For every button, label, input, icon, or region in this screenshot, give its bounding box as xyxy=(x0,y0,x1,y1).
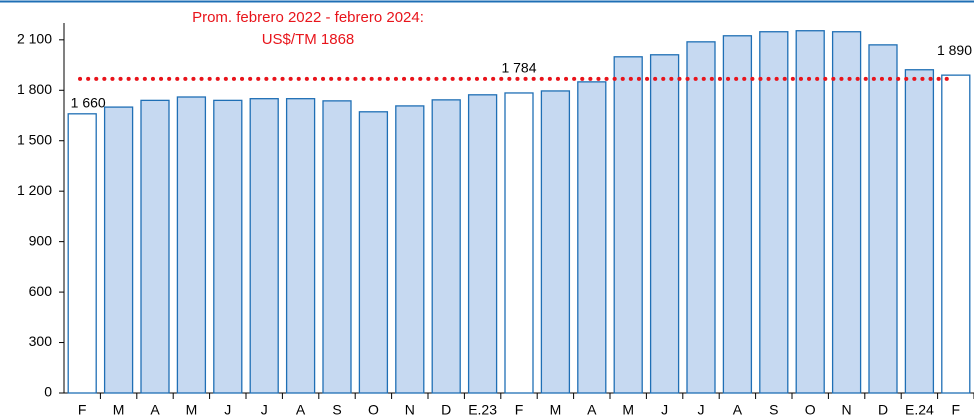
x-tick-label: S xyxy=(769,402,778,418)
x-tick-label: J xyxy=(224,402,231,418)
bar xyxy=(941,74,971,394)
x-tick-label: M xyxy=(550,402,562,418)
bar xyxy=(795,30,825,394)
y-tick-label: 2 100 xyxy=(17,31,52,47)
bar xyxy=(504,92,534,394)
bar xyxy=(285,98,316,394)
bar xyxy=(176,96,207,394)
y-tick-label: 1 200 xyxy=(17,182,52,198)
x-tick-label: O xyxy=(368,402,379,418)
x-tick-label: J xyxy=(698,402,705,418)
bar xyxy=(358,111,389,394)
x-tick-label: N xyxy=(842,402,852,418)
x-tick-label: A xyxy=(150,402,160,418)
x-tick-label: A xyxy=(733,402,743,418)
bar xyxy=(831,31,862,394)
y-tick-label: 0 xyxy=(44,384,52,400)
annotation: US$/TM 1868 xyxy=(262,31,355,48)
bar xyxy=(467,94,498,394)
bar xyxy=(868,44,898,394)
y-tick-label: 900 xyxy=(29,232,53,248)
bar xyxy=(759,31,789,394)
bar xyxy=(904,69,935,394)
x-tick-label: S xyxy=(332,402,341,418)
bar xyxy=(67,113,97,394)
x-tick-label: E.23 xyxy=(468,402,497,418)
x-tick-label: D xyxy=(441,402,451,418)
bar xyxy=(431,99,461,394)
x-tick-label: F xyxy=(952,402,961,418)
x-tick-label: O xyxy=(805,402,816,418)
bar xyxy=(395,105,425,394)
x-tick-label: F xyxy=(515,402,524,418)
y-tick-label: 1 800 xyxy=(17,81,52,97)
bar xyxy=(722,35,753,394)
bar xyxy=(249,98,279,394)
x-tick-label: A xyxy=(587,402,597,418)
annotation: Prom. febrero 2022 - febrero 2024: xyxy=(192,9,424,26)
bar xyxy=(577,81,607,394)
bar xyxy=(103,106,134,394)
x-tick-label: J xyxy=(261,402,268,418)
x-tick-label: J xyxy=(661,402,668,418)
x-tick-label: M xyxy=(186,402,198,418)
x-tick-label: M xyxy=(113,402,125,418)
value-label: 1 660 xyxy=(71,95,106,111)
y-tick-label: 300 xyxy=(29,333,53,349)
value-label: 1 784 xyxy=(501,60,536,76)
x-tick-label: N xyxy=(405,402,415,418)
x-tick-label: M xyxy=(622,402,634,418)
y-tick-label: 600 xyxy=(29,283,53,299)
bar xyxy=(322,100,352,394)
bar xyxy=(540,90,571,394)
bar xyxy=(649,54,680,394)
x-tick-label: F xyxy=(78,402,87,418)
y-tick-label: 1 500 xyxy=(17,131,52,147)
value-label: 1 890 xyxy=(937,42,972,58)
x-tick-label: A xyxy=(296,402,306,418)
x-tick-label: E.24 xyxy=(905,402,934,418)
bar xyxy=(613,56,643,394)
bar xyxy=(686,41,716,394)
x-tick-label: D xyxy=(878,402,888,418)
bar xyxy=(140,99,170,394)
bar xyxy=(213,99,243,394)
